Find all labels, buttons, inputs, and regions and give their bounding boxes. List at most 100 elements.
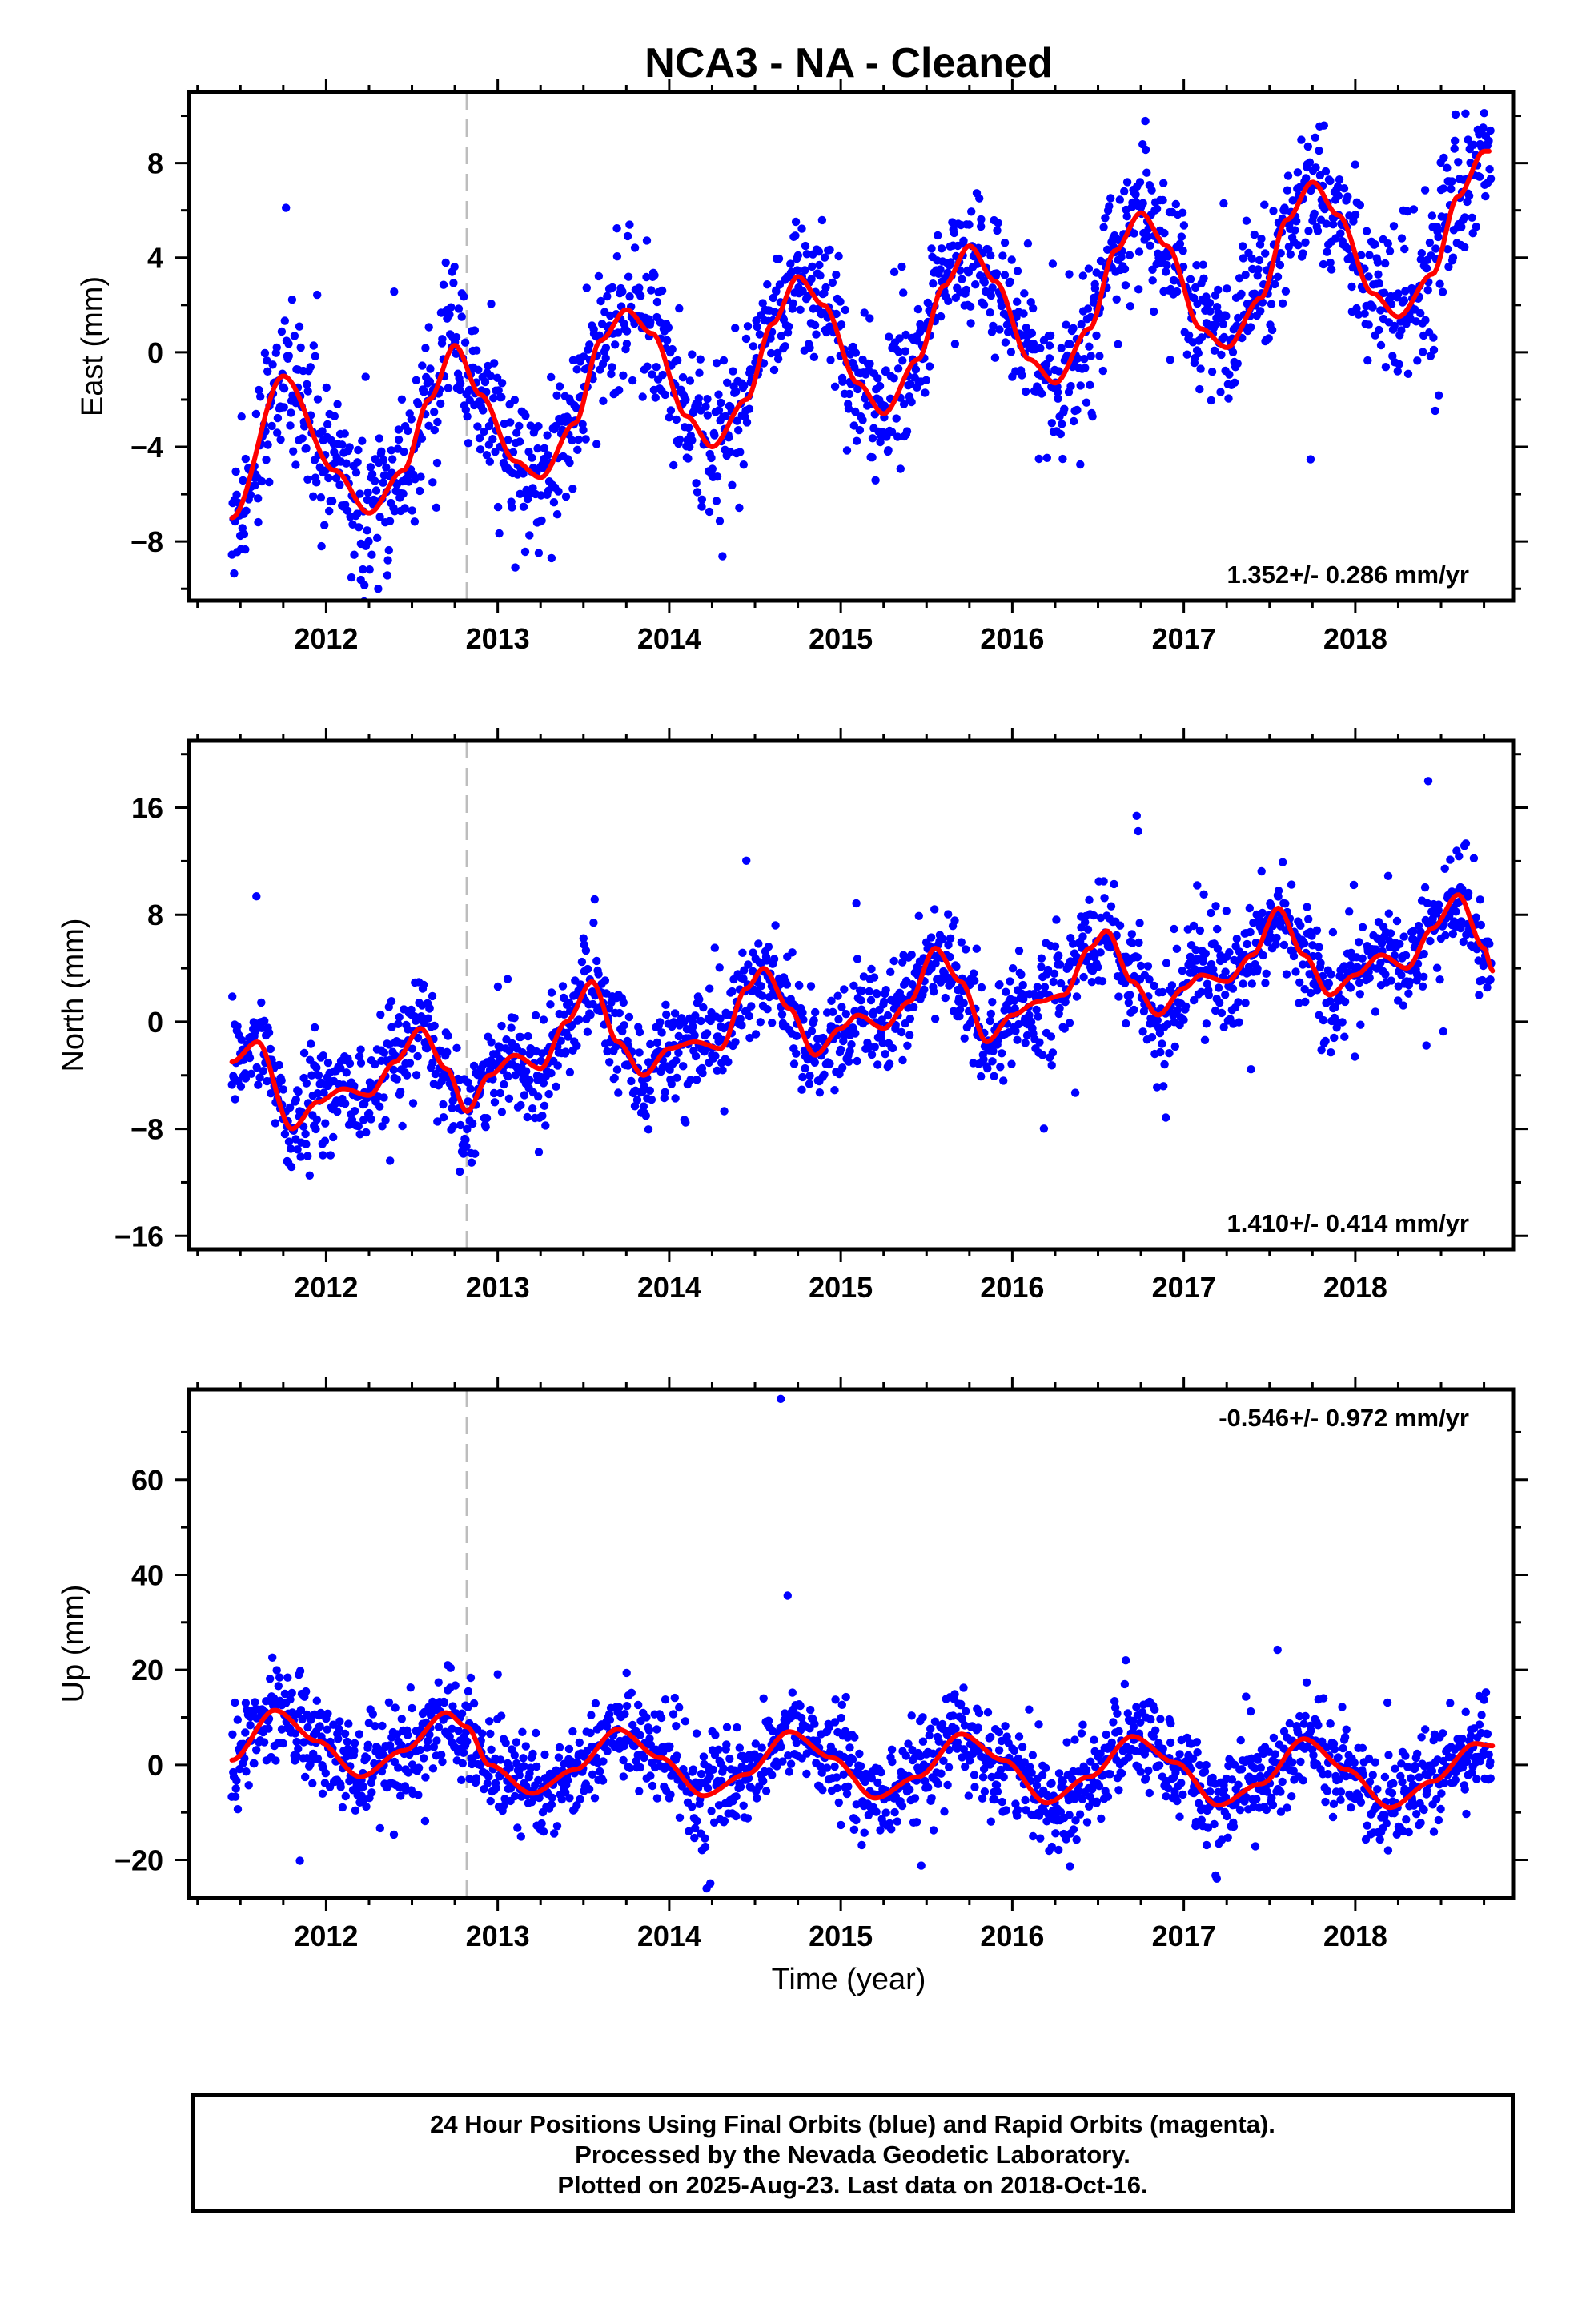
data-point [1431,406,1439,416]
data-point [1356,1020,1365,1029]
data-point [1211,1006,1220,1015]
data-point [901,347,910,356]
data-point [710,431,719,440]
data-point [717,398,725,408]
data-point [251,1698,259,1707]
data-point [798,1072,807,1082]
y-tick-label: 0 [147,336,163,369]
data-point [1417,249,1427,258]
data-point [1134,938,1143,947]
data-point [599,1757,608,1766]
data-point [1060,404,1069,413]
data-point [613,328,623,337]
data-point [837,1700,847,1709]
data-point [363,488,372,497]
data-point [1444,263,1453,271]
data-point [1383,239,1393,248]
data-point [612,224,621,233]
data-point [1321,1036,1330,1046]
data-point [1053,388,1062,396]
data-point [867,964,876,974]
data-point [729,367,737,376]
data-point [268,1653,277,1662]
data-point [666,406,676,415]
data-point [257,1023,267,1033]
data-point [1272,933,1281,943]
data-point [964,268,974,277]
data-point [661,1695,670,1704]
data-point [1225,370,1234,379]
data-point [885,1059,894,1068]
data-point [1022,387,1030,396]
data-point [743,1814,753,1823]
data-point [1165,1049,1174,1058]
data-point [817,215,827,225]
data-point [979,300,989,309]
data-point [307,1071,316,1080]
data-point [1206,307,1215,316]
data-point [627,1688,636,1697]
data-point [1454,158,1463,167]
data-point [1256,307,1265,316]
data-point [1387,976,1395,985]
data-point [679,1062,688,1071]
data-point [464,1687,473,1696]
data-point [1371,1007,1380,1016]
fit-curve [229,892,1496,1132]
data-point [1114,992,1123,1001]
data-point [1455,852,1464,861]
data-point [950,916,959,925]
data-point [656,1713,666,1723]
data-point [351,468,361,477]
data-point [1441,931,1450,940]
data-point [1239,254,1248,263]
data-point [785,1767,793,1776]
data-point [463,1124,472,1134]
x-tick-label: 2017 [1152,622,1216,655]
data-point [540,444,549,452]
data-point [347,573,356,582]
data-point [995,325,1004,334]
data-point [1345,907,1354,916]
data-point [528,1104,537,1113]
data-point [1344,244,1353,254]
data-point [521,412,530,420]
data-point [512,1738,521,1747]
data-point [575,1738,584,1747]
data-point [1049,977,1058,987]
data-point [993,226,1002,235]
data-point [691,1051,701,1061]
data-point [449,1122,458,1131]
data-point [899,400,909,408]
data-point [293,1145,302,1154]
data-point [1401,951,1411,960]
data-point [1128,939,1137,947]
data-point [496,1755,505,1764]
data-point [412,376,420,384]
data-point [1166,356,1174,364]
data-point [1334,191,1343,200]
data-point [815,1088,825,1097]
data-point [962,1707,970,1715]
data-point [1299,249,1307,258]
data-point [1354,310,1363,319]
data-point [1282,970,1291,979]
data-point [456,1120,465,1130]
data-point [866,995,876,1005]
data-point [898,958,907,967]
data-point [688,350,697,359]
data-point [650,271,659,279]
data-point [786,259,795,268]
data-point [699,1752,709,1761]
data-point [619,1772,628,1781]
data-point [367,470,377,479]
data-point [1086,380,1094,389]
data-point [869,973,879,982]
data-point [1125,251,1134,259]
data-point [1301,238,1310,247]
data-point [703,1783,713,1793]
data-point [1338,1018,1347,1027]
data-point [287,1144,295,1153]
data-point [1202,292,1211,301]
data-point [487,1745,496,1754]
